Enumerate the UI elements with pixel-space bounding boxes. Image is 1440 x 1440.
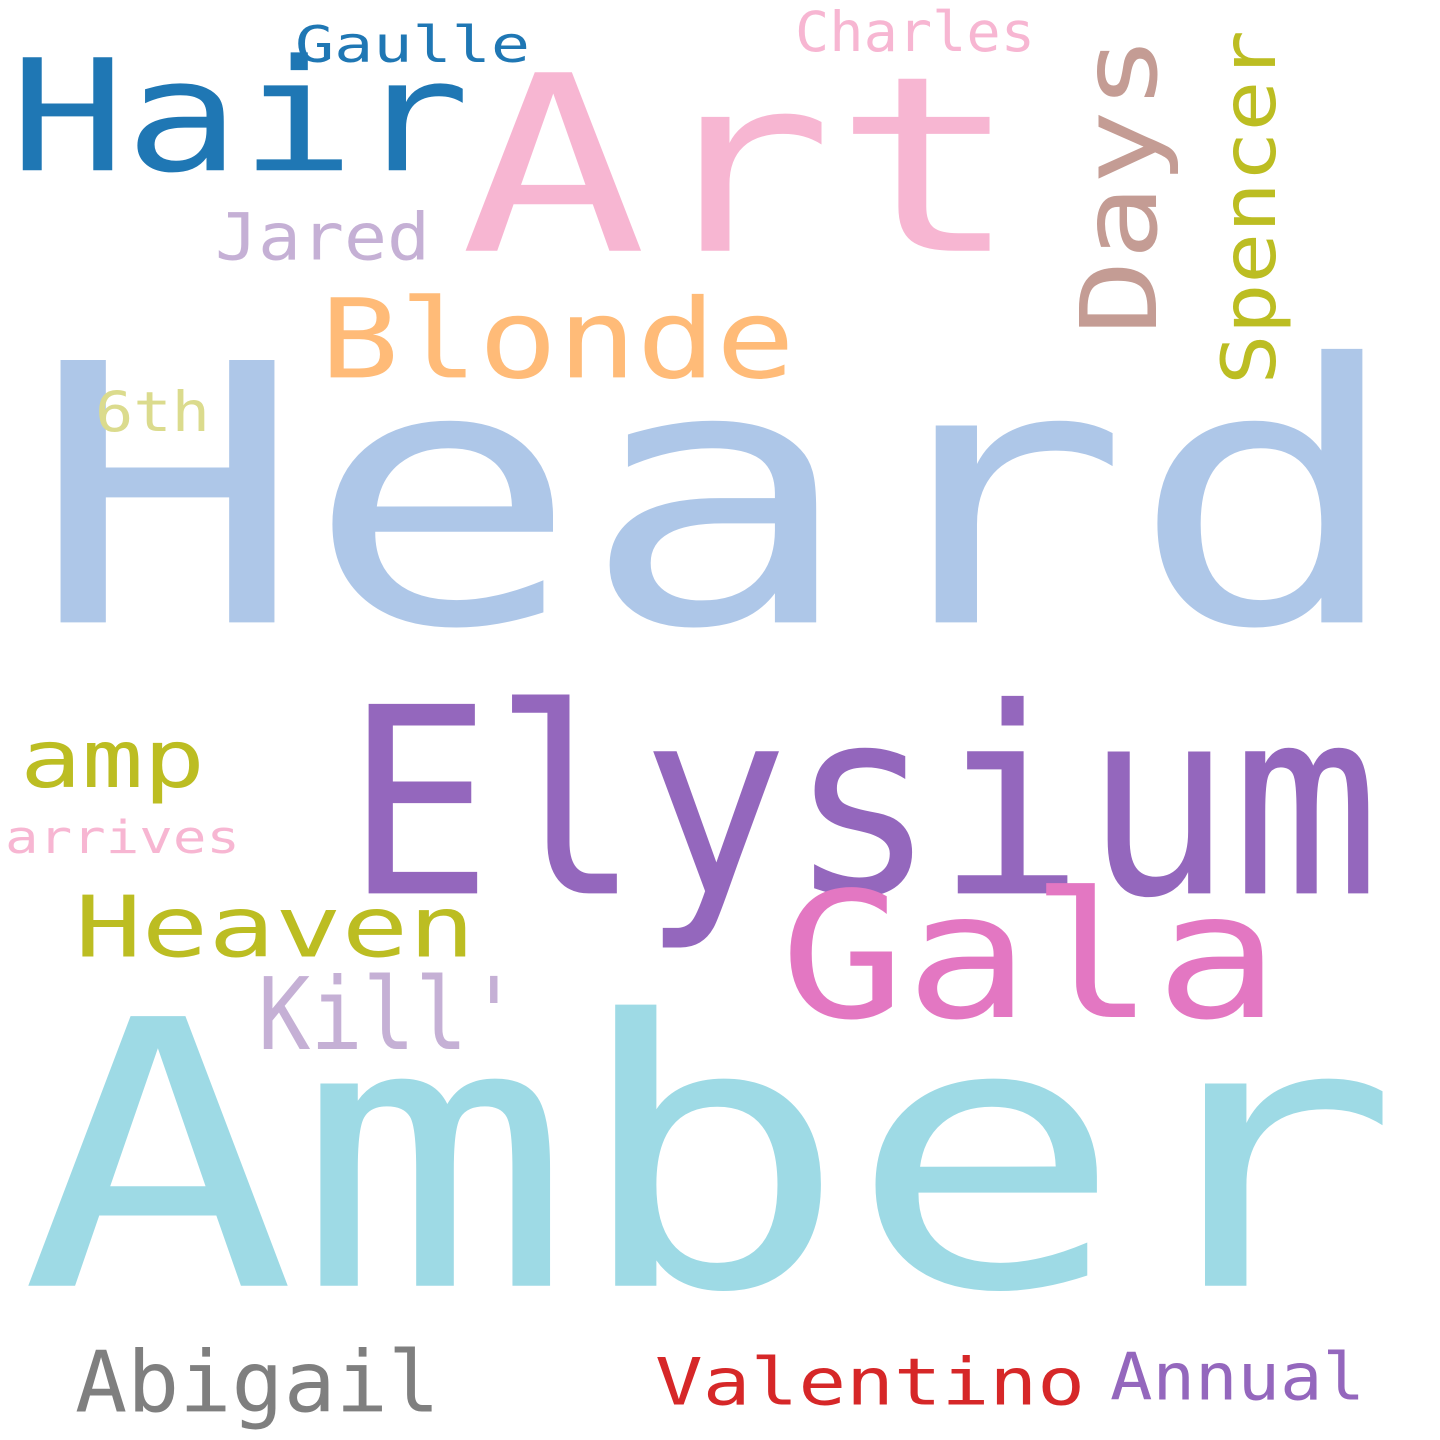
word-amp: amp [20,712,205,807]
word-gaulle: Gaulle [295,15,530,74]
word-amber: Amber [20,941,1400,1375]
word-gala: Gala [780,854,1280,1059]
word-blonde: Blonde [320,275,795,404]
word-6th: 6th [95,380,210,445]
word-heaven: Heaven [75,877,475,977]
word-annual: Annual [1110,1339,1365,1416]
word-spencer: Spencer [1205,30,1293,386]
word-arrives: arrives [5,810,240,864]
word-valentino: Valentino [655,1344,1085,1421]
word-hair: Hair [10,26,470,208]
word-heard: Heard [30,287,1405,709]
word-kill: Kill' [258,956,520,1073]
word-days: Days [1058,35,1182,336]
word-charles: Charles [795,0,1035,65]
word-abigail: Abigail [75,1332,440,1432]
word-art: Art [460,22,1020,310]
word-elysium: Elysium [345,651,1380,956]
word-jared: Jared [215,199,430,276]
